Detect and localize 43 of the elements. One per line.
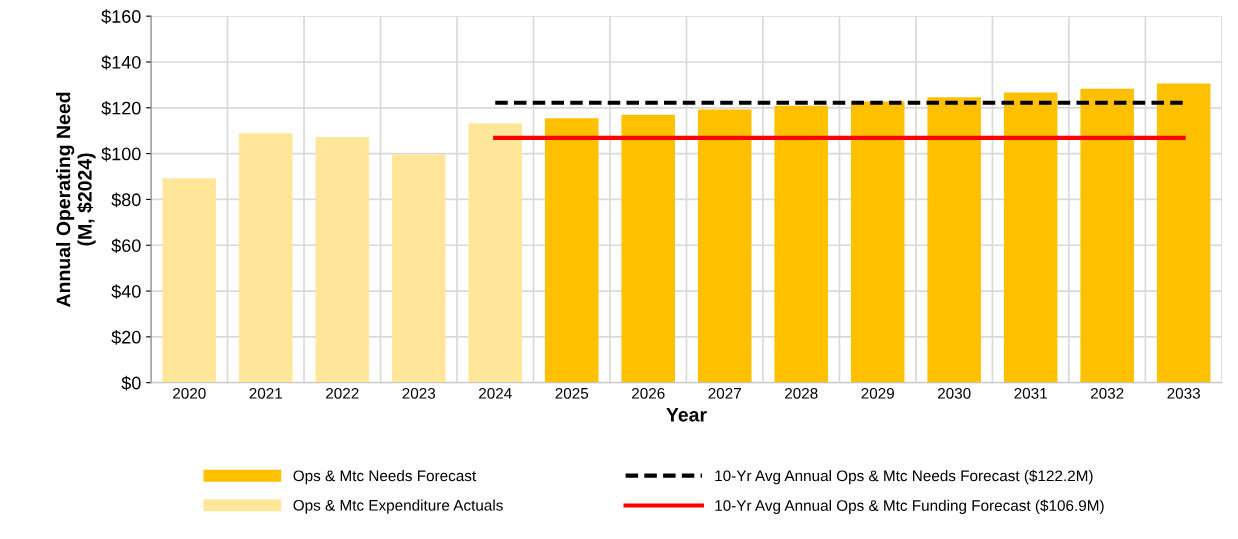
legend-label: Ops & Mtc Expenditure Actuals [293, 499, 503, 514]
bar [621, 114, 675, 383]
x-tick-label: 2020 [173, 387, 206, 399]
bar [544, 118, 599, 383]
y-tick-label: $140 [101, 55, 141, 70]
x-tick-label: 2025 [555, 387, 589, 399]
bar [315, 137, 370, 383]
legend-label: 10-Yr Avg Annual Ops & Mtc Funding Forecast ($106.9M) [715, 499, 1104, 514]
x-tick-label: 2027 [708, 387, 741, 399]
x-tick-label: 2030 [937, 387, 971, 399]
y-tick-label: $40 [111, 284, 141, 299]
x-tick-label: 2021 [249, 387, 283, 399]
bar [239, 133, 293, 383]
x-tick-label: 2031 [1014, 387, 1047, 399]
y-tick-label: $80 [111, 192, 141, 208]
bar [162, 178, 217, 383]
x-tick-label: 2029 [861, 387, 894, 399]
x-tick-label: 2022 [326, 387, 359, 399]
x-tick-label: 2026 [632, 387, 665, 399]
bar [1080, 88, 1134, 383]
y-tick-label: $0 [121, 375, 141, 391]
y-tick-label: $100 [101, 146, 141, 162]
bar [927, 97, 981, 383]
bar [1156, 83, 1211, 383]
x-tick-label: 2033 [1167, 387, 1200, 399]
legend-label: Ops & Mtc Needs Forecast [293, 469, 477, 485]
bar [1003, 92, 1058, 383]
y-tick-label: $120 [101, 100, 141, 116]
legend-label: 10-Yr Avg Annual Ops & Mtc Needs Forecast ($122.2M) [715, 469, 1093, 485]
x-tick-label: 2028 [784, 387, 818, 399]
x-tick-label: 2023 [402, 387, 436, 399]
bar [850, 101, 905, 383]
bar [697, 109, 752, 383]
y-tick-label: $160 [101, 9, 141, 24]
bar [391, 154, 446, 383]
x-tick-label: 2032 [1090, 387, 1124, 399]
y-tick-label: $60 [111, 238, 141, 254]
x-axis-title: Year [666, 408, 707, 422]
y-axis-title: Annual Operating Need (M, $2024) [56, 92, 96, 307]
bar [774, 105, 828, 383]
y-tick-label: $20 [111, 330, 141, 345]
x-tick-label: 2024 [479, 387, 512, 399]
bar [468, 123, 523, 383]
